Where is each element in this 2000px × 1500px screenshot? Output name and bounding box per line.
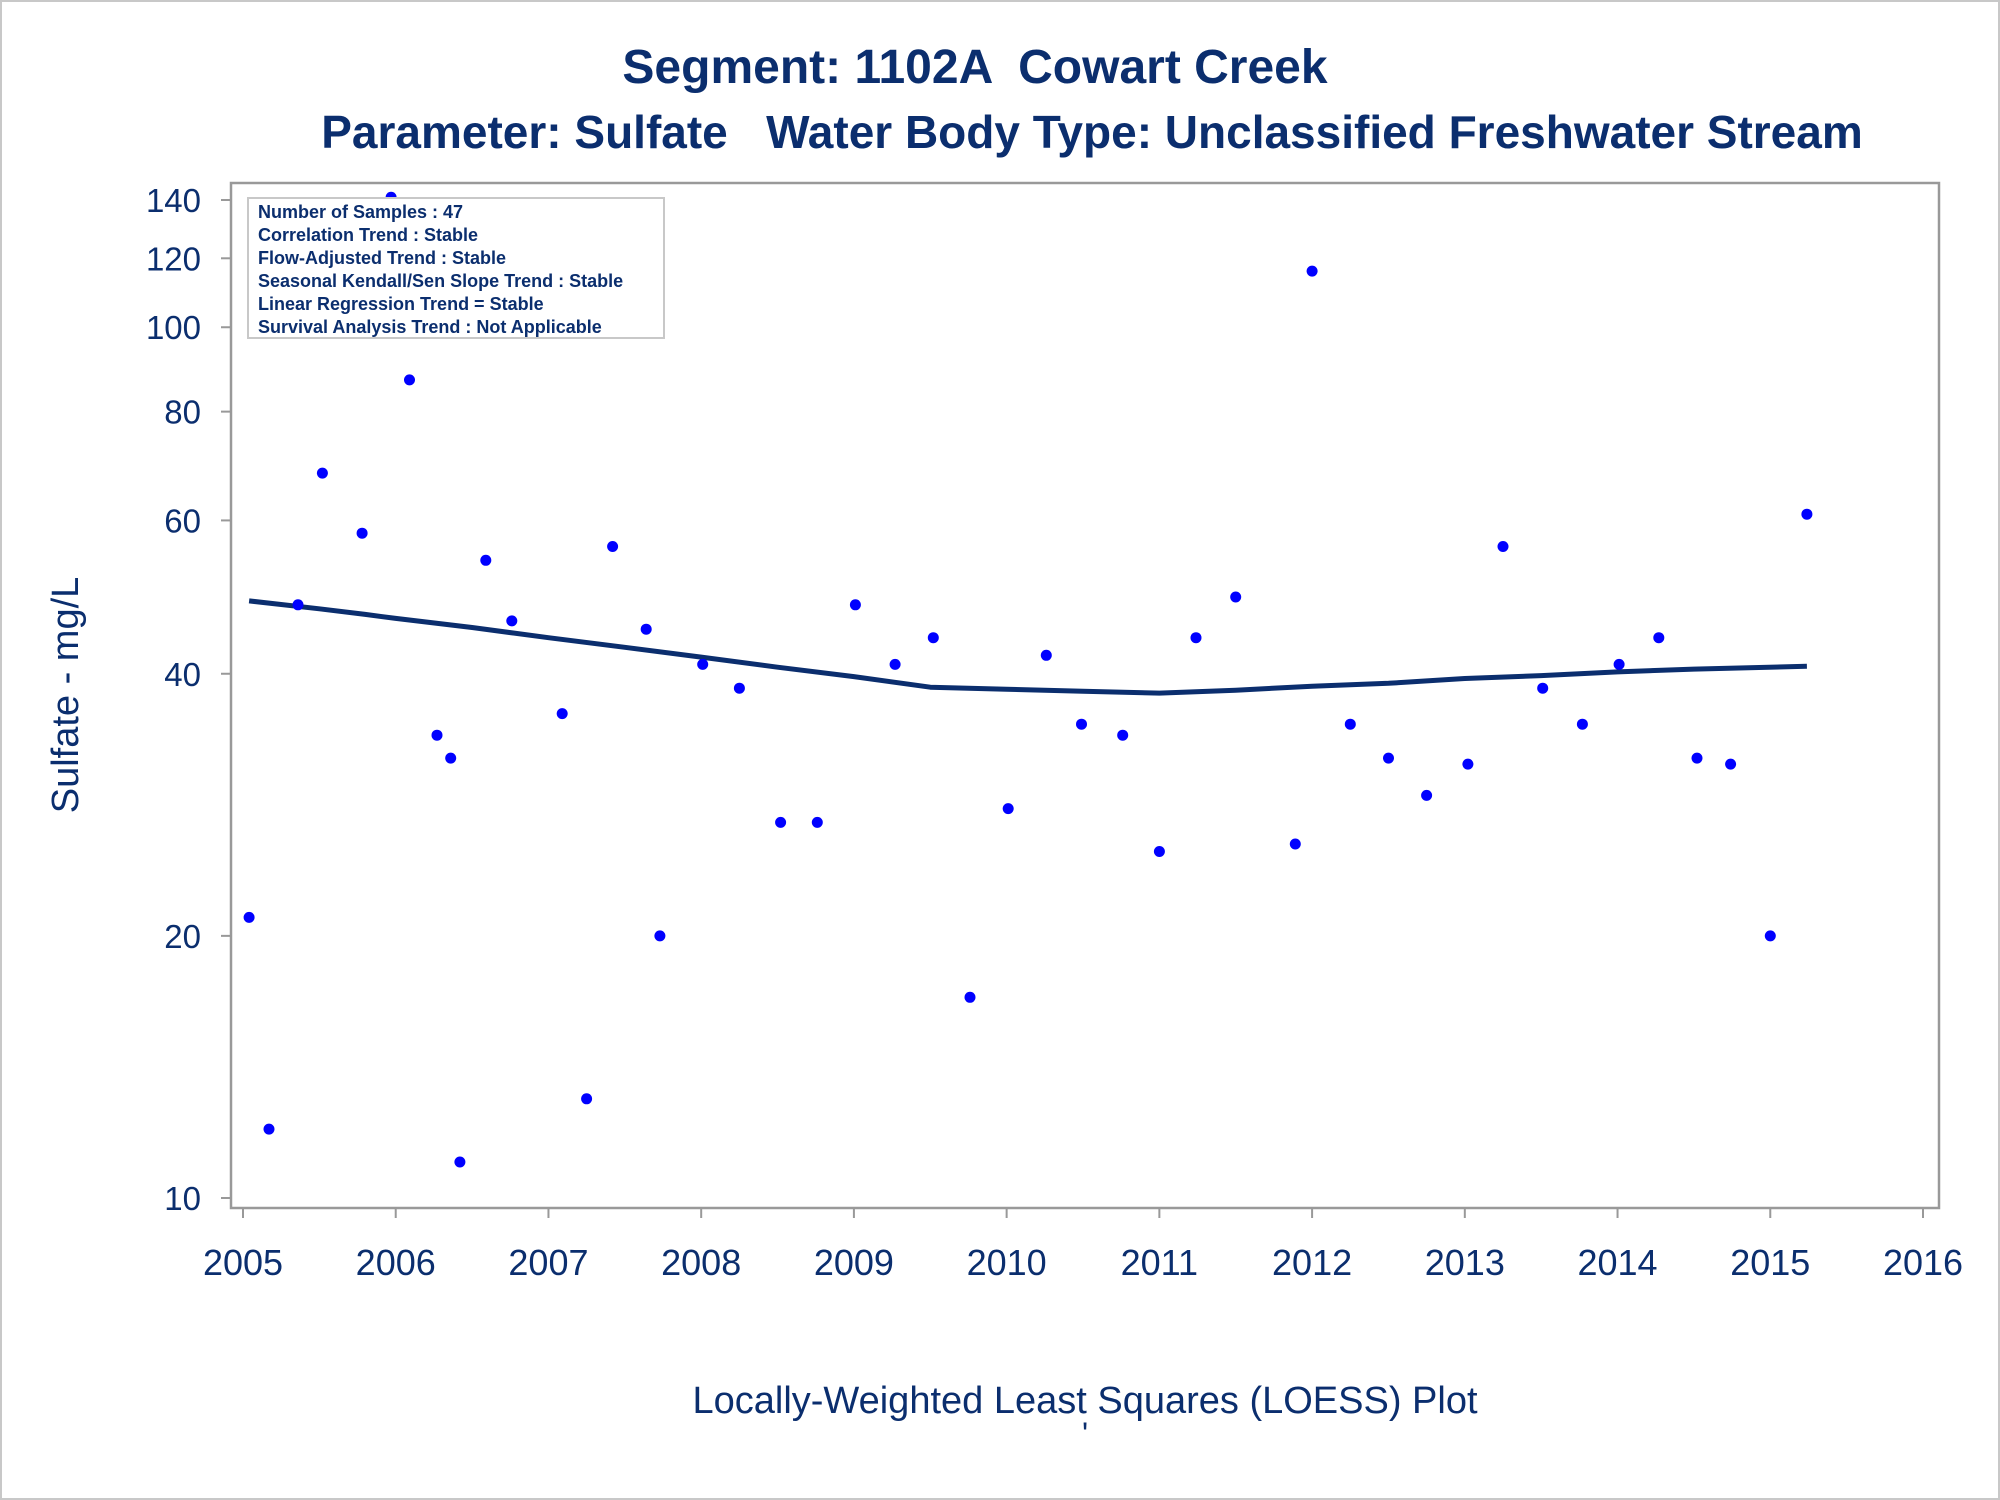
inset-seasonal-kendall: Seasonal Kendall/Sen Slope Trend : Stabl…	[258, 271, 623, 291]
y-tick-label: 20	[164, 918, 201, 955]
data-point	[1289, 838, 1301, 850]
y-tick-label: 100	[146, 309, 201, 346]
data-point	[292, 599, 304, 611]
data-point	[811, 816, 823, 828]
data-point	[640, 623, 652, 635]
y-tick-label: 10	[164, 1180, 201, 1217]
chart-subtitle: Parameter: Sulfate Water Body Type: Uncl…	[321, 106, 1863, 158]
data-point	[1653, 632, 1665, 644]
loess-line	[248, 598, 1807, 696]
x-tick-label: 2012	[1272, 1242, 1352, 1283]
x-tick-label: 2006	[356, 1242, 436, 1283]
points-layer	[243, 191, 1813, 1168]
data-point	[1076, 718, 1087, 730]
x-axis-label: Locally-Weighted Least Squares (LOESS) P…	[692, 1380, 1477, 1422]
data-point	[927, 632, 939, 644]
data-point	[964, 991, 976, 1003]
data-point	[607, 541, 619, 552]
data-point	[1537, 682, 1549, 694]
footnote-mark: '	[1082, 1416, 1088, 1452]
x-tick-label: 2007	[508, 1242, 588, 1283]
x-tick-label: 2014	[1577, 1242, 1657, 1283]
data-point	[849, 599, 861, 611]
data-point	[1462, 758, 1474, 770]
data-point	[404, 374, 415, 386]
x-axis: 2005 2006 2007 2008 2009 2010 2011 2012 2013 2014…	[203, 1207, 1963, 1283]
data-point	[506, 615, 518, 627]
y-tick-label: 80	[164, 394, 201, 431]
data-point	[556, 708, 568, 720]
data-point	[697, 658, 709, 670]
y-tick-label: 60	[164, 502, 201, 539]
y-axis-label: Sulfate - mg/L	[45, 577, 87, 814]
data-point	[1613, 658, 1625, 670]
data-point	[1230, 591, 1242, 603]
data-point	[1497, 541, 1509, 552]
x-tick-label: 2015	[1730, 1242, 1810, 1283]
data-point	[1801, 508, 1813, 520]
data-point	[1117, 729, 1129, 741]
data-point	[1306, 265, 1318, 277]
inset-correlation: Correlation Trend : Stable	[258, 225, 478, 245]
inset-samples: Number of Samples : 47	[258, 202, 463, 222]
data-point	[1002, 803, 1014, 815]
y-tick-label: 40	[164, 656, 201, 693]
x-tick-label: 2010	[967, 1242, 1047, 1283]
x-tick-label: 2016	[1883, 1242, 1963, 1283]
x-tick-label: 2009	[814, 1242, 894, 1283]
x-tick-label: 2008	[661, 1242, 741, 1283]
data-point	[1040, 649, 1052, 661]
x-tick-label: 2013	[1425, 1242, 1505, 1283]
y-tick-label: 140	[146, 182, 201, 219]
inset-linear-regression: Linear Regression Trend = Stable	[258, 294, 544, 314]
data-point	[1344, 718, 1356, 730]
data-point	[581, 1093, 593, 1105]
data-point	[1725, 758, 1737, 770]
data-point	[356, 527, 368, 539]
x-tick-label: 2005	[203, 1242, 283, 1283]
data-point	[263, 1123, 275, 1135]
data-point	[1153, 846, 1165, 857]
chart-title: Segment: 1102A Cowart Creek	[622, 41, 1327, 94]
data-point	[1764, 930, 1776, 942]
data-point	[445, 752, 457, 764]
y-axis: 10 20 40 60 80 100 120 140	[146, 182, 232, 1217]
data-point	[454, 1156, 466, 1168]
data-point	[733, 682, 745, 694]
trend-inset-box	[247, 197, 665, 339]
x-tick-label: 2011	[1121, 1242, 1198, 1283]
data-point	[1421, 789, 1433, 801]
inset-flow-adjusted: Flow-Adjusted Trend : Stable	[258, 248, 506, 268]
data-point	[243, 911, 255, 923]
data-point	[1190, 632, 1202, 644]
data-point	[1576, 718, 1588, 730]
data-point	[316, 467, 328, 479]
data-point	[480, 554, 492, 566]
data-point	[431, 729, 443, 741]
data-point	[889, 658, 901, 670]
loess-layer	[248, 598, 1807, 696]
data-point	[775, 816, 787, 828]
inset-survival: Survival Analysis Trend : Not Applicable	[258, 317, 602, 337]
trend-inset: Number of Samples : 47 Correlation Trend…	[247, 197, 665, 339]
data-point	[654, 930, 666, 942]
data-point	[1691, 752, 1703, 764]
y-tick-label: 120	[146, 240, 201, 277]
data-point	[1383, 752, 1394, 764]
